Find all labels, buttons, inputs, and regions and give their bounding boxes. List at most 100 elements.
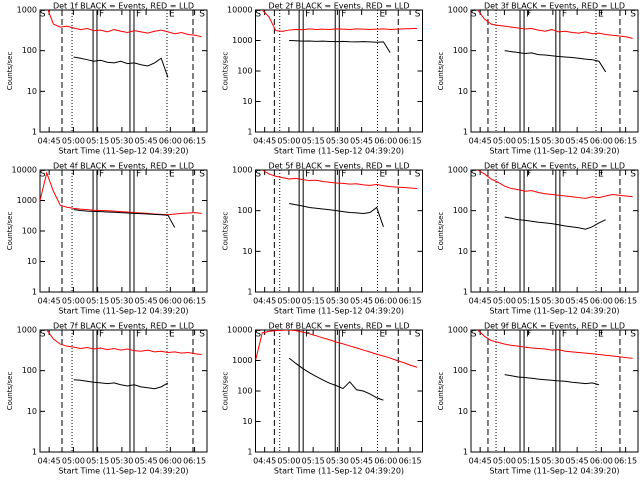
panel: Det 1f BLACK = Events, RED = LLD Start Ti… (6, 2, 208, 156)
y-tick-label: 1000 (448, 326, 468, 335)
event-marker-label: E (169, 170, 175, 180)
x-tick-label: 05:15 (302, 457, 325, 466)
y-tick-label: 10 (242, 417, 252, 426)
y-tick-label: 100 (22, 366, 37, 375)
event-marker-label: F (305, 330, 310, 340)
x-tick-label: 04:45 (38, 457, 61, 466)
y-tick-label: 100 (453, 206, 468, 215)
x-tick-label: 05:45 (566, 297, 589, 306)
event-marker-label: S (40, 10, 46, 20)
x-tick-label: 06:15 (399, 137, 422, 146)
panel: Det 9f BLACK = Events, RED = LLD Start Ti… (437, 322, 639, 476)
y-tick-label: 1 (463, 128, 468, 137)
x-tick-label: 05:45 (566, 457, 589, 466)
x-tick-label: 05:45 (135, 457, 158, 466)
y-tick-label: 100 (453, 46, 468, 55)
series-line (289, 203, 384, 228)
x-tick-label: 05:00 (277, 137, 300, 146)
y-tick-label: 1000 (17, 196, 37, 205)
event-marker-label: F (526, 170, 531, 180)
event-marker-label: F (341, 10, 346, 20)
x-tick-label: 05:00 (62, 457, 85, 466)
event-marker-label: F (562, 170, 567, 180)
x-tick-label: 05:00 (493, 297, 516, 306)
event-marker-label: E (598, 170, 604, 180)
x-axis-label: Start Time (11-Sep-12 04:39:20) (274, 307, 404, 316)
y-tick-label: 1000 (232, 36, 252, 45)
event-marker-label: F (526, 330, 531, 340)
event-marker-label: F (526, 10, 531, 20)
x-axis-label: Start Time (11-Sep-12 04:39:20) (489, 307, 619, 316)
event-marker-label: S (630, 330, 636, 340)
event-marker-label: F (136, 170, 141, 180)
y-tick-label: 100 (237, 206, 252, 215)
x-tick-label: 06:00 (374, 137, 397, 146)
event-marker-label: S (471, 170, 477, 180)
y-tick-label: 10 (27, 87, 37, 96)
event-marker-label: F (136, 10, 141, 20)
x-tick-label: 05:15 (86, 137, 109, 146)
event-marker-label: F (562, 330, 567, 340)
event-marker-label: F (562, 10, 567, 20)
plot-frame (470, 9, 639, 133)
x-tick-label: 05:45 (350, 137, 373, 146)
plot-area (261, 170, 418, 292)
x-tick-label: 05:30 (110, 137, 133, 146)
y-axis-label: Counts/sec (222, 372, 230, 411)
chart-title: Det 5f BLACK = Events, RED = LLD (268, 162, 409, 171)
event-marker-label: S (630, 170, 636, 180)
panel: Det 2f BLACK = Events, RED = LLD Start Ti… (222, 2, 423, 156)
x-tick-label: 06:00 (159, 137, 182, 146)
y-tick-label: 100 (237, 387, 252, 396)
x-tick-label: 05:15 (302, 297, 325, 306)
x-axis-label: Start Time (11-Sep-12 04:39:20) (489, 147, 619, 156)
event-marker-label: F (99, 170, 104, 180)
panel: Det 4f BLACK = Events, RED = LLD Start Ti… (6, 162, 208, 316)
y-tick-label: 10000 (227, 6, 252, 15)
x-tick-label: 05:45 (135, 137, 158, 146)
x-tick-label: 05:30 (541, 137, 564, 146)
chart-title: Det 9f BLACK = Events, RED = LLD (484, 322, 625, 331)
plot-area (47, 10, 202, 132)
plot-frame (39, 169, 208, 293)
event-marker-label: S (199, 10, 205, 20)
plot-area (40, 170, 202, 292)
x-tick-label: 05:30 (541, 457, 564, 466)
event-marker-label: S (471, 10, 477, 20)
y-tick-label: 1000 (448, 166, 468, 175)
x-tick-label: 05:30 (326, 137, 349, 146)
chart-title: Det 7f BLACK = Events, RED = LLD (53, 322, 194, 331)
x-tick-label: 06:00 (374, 297, 397, 306)
x-tick-label: 06:15 (399, 457, 422, 466)
x-tick-label: 06:15 (614, 137, 637, 146)
event-marker-label: F (341, 330, 346, 340)
panel: Det 7f BLACK = Events, RED = LLD Start Ti… (6, 322, 208, 476)
x-tick-label: 05:30 (326, 457, 349, 466)
event-marker-label: F (99, 330, 104, 340)
x-tick-label: 05:30 (110, 457, 133, 466)
x-tick-label: 05:30 (541, 297, 564, 306)
x-tick-label: 05:45 (350, 297, 373, 306)
y-axis-label: Counts/sec (6, 372, 14, 411)
x-tick-label: 04:45 (253, 297, 276, 306)
series-line (73, 379, 169, 390)
y-axis-label: Counts/sec (437, 372, 445, 411)
series-line (477, 10, 633, 39)
y-tick-label: 1 (247, 448, 252, 457)
event-marker-label: F (99, 10, 104, 20)
y-tick-label: 10 (242, 247, 252, 256)
y-tick-label: 100 (22, 46, 37, 55)
event-marker-label: E (380, 170, 386, 180)
x-axis-label: Start Time (11-Sep-12 04:39:20) (274, 147, 404, 156)
x-tick-label: 05:15 (517, 297, 540, 306)
event-marker-label: S (415, 170, 421, 180)
x-tick-label: 06:00 (159, 457, 182, 466)
plot-area (46, 330, 202, 452)
y-tick-label: 1 (32, 288, 37, 297)
event-marker-label: S (255, 170, 261, 180)
event-marker-label: E (598, 10, 604, 20)
y-tick-label: 10 (27, 257, 37, 266)
x-tick-label: 06:00 (159, 297, 182, 306)
chart-title: Det 1f BLACK = Events, RED = LLD (53, 2, 194, 11)
